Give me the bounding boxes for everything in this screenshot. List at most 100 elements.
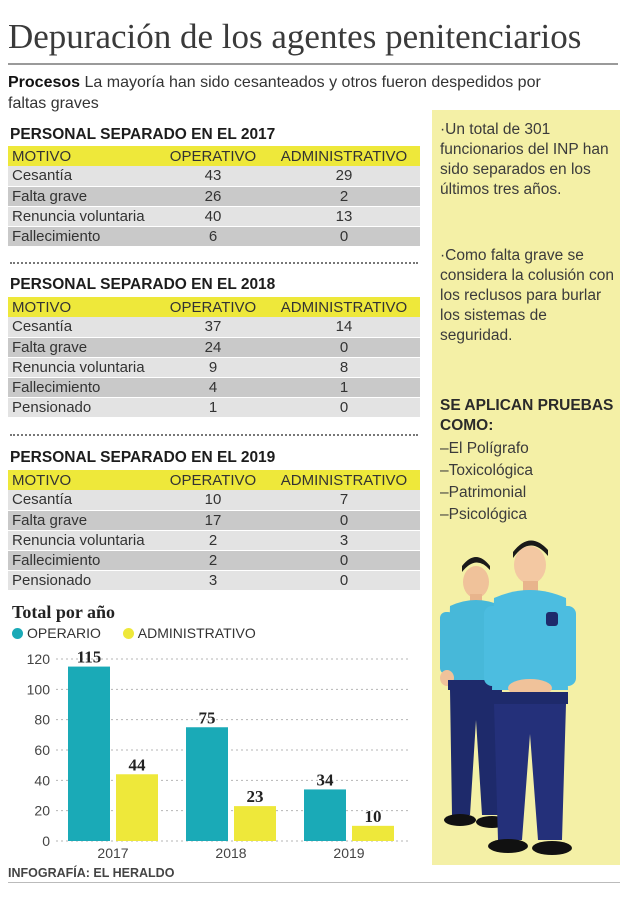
cell-motivo: Falta grave <box>8 186 158 207</box>
cell-motivo: Cesantía <box>8 317 158 338</box>
cell-administrativo: 8 <box>268 357 420 378</box>
intro-label: Procesos <box>8 74 81 91</box>
bar-administrativo <box>352 825 394 841</box>
bar-administrativo <box>116 774 158 841</box>
table-row: Falta grave 17 0 <box>8 510 420 531</box>
header-motivo: MOTIVO <box>8 297 158 317</box>
y-tick-label: 0 <box>42 833 50 849</box>
data-label: 75 <box>199 708 216 727</box>
table-2019-title: PERSONAL SEPARADO EN EL 2019 <box>10 449 276 466</box>
sidebar-list-item: –Toxicológica <box>440 462 534 479</box>
bar-operario <box>186 727 228 841</box>
cell-operativo: 17 <box>158 510 268 531</box>
sidebar-heading: SE APLICAN PRUEBAS COMO: <box>440 397 614 434</box>
data-label: 23 <box>247 787 264 806</box>
guard-front <box>484 540 576 855</box>
bar-operario <box>68 666 110 841</box>
table-row: Falta grave 26 2 <box>8 186 420 207</box>
table-row: Falta grave 24 0 <box>8 337 420 358</box>
cell-administrativo: 0 <box>268 550 420 571</box>
bar-operario <box>304 789 346 841</box>
table-row: Renuncia voluntaria 40 13 <box>8 206 420 227</box>
y-tick-label: 60 <box>34 742 50 758</box>
cell-administrativo: 13 <box>268 206 420 227</box>
section-divider <box>10 262 418 264</box>
sidebar-paragraph-1: ·Un total de 301 funcionarios del INP ha… <box>440 121 609 198</box>
header-administrativo: ADMINISTRATIVO <box>268 146 420 166</box>
cell-operativo: 2 <box>158 530 268 551</box>
table-row: Renuncia voluntaria 2 3 <box>8 530 420 551</box>
cell-administrativo: 14 <box>268 317 420 338</box>
legend-swatch-administrativo <box>122 628 134 639</box>
table-header-row: MOTIVO OPERATIVO ADMINISTRATIVO <box>8 470 420 490</box>
cell-administrativo: 7 <box>268 490 420 511</box>
cell-motivo: Renuncia voluntaria <box>8 206 158 227</box>
credit-line: INFOGRAFÍA: EL HERALDO <box>8 866 175 880</box>
cell-motivo: Fallecimiento <box>8 377 158 398</box>
cell-administrativo: 0 <box>268 337 420 358</box>
y-tick-label: 20 <box>34 803 50 819</box>
table-2017: MOTIVO OPERATIVO ADMINISTRATIVO Cesantía… <box>8 146 420 247</box>
guards-illustration <box>440 540 576 855</box>
table-2018: MOTIVO OPERATIVO ADMINISTRATIVO Cesantía… <box>8 297 420 418</box>
cell-operativo: 10 <box>158 490 268 511</box>
cell-administrativo: 0 <box>268 510 420 531</box>
cell-operativo: 40 <box>158 206 268 227</box>
sidebar-list-item: –Patrimonial <box>440 484 527 501</box>
cell-administrativo: 1 <box>268 377 420 398</box>
y-tick-label: 120 <box>27 651 51 667</box>
table-row: Cesantía 43 29 <box>8 166 420 187</box>
cell-administrativo: 0 <box>268 397 420 418</box>
table-2017-title: PERSONAL SEPARADO EN EL 2017 <box>10 126 276 143</box>
cell-motivo: Pensionado <box>8 570 158 591</box>
cell-operativo: 37 <box>158 317 268 338</box>
cell-operativo: 6 <box>158 226 268 247</box>
x-tick-label: 2018 <box>215 845 246 861</box>
data-label: 115 <box>77 648 102 667</box>
cell-motivo: Falta grave <box>8 510 158 531</box>
cell-motivo: Cesantía <box>8 490 158 511</box>
sidebar-list-item: –El Polígrafo <box>440 440 529 457</box>
cell-operativo: 1 <box>158 397 268 418</box>
intro-text: Procesos La mayoría han sido cesanteados… <box>8 72 548 114</box>
bottom-divider <box>8 882 620 883</box>
guard-back <box>440 557 508 828</box>
title-divider <box>8 63 618 65</box>
cell-motivo: Pensionado <box>8 397 158 418</box>
data-label: 34 <box>317 770 335 789</box>
chart-title: Total por año <box>12 602 116 622</box>
cell-administrativo: 2 <box>268 186 420 207</box>
table-row: Cesantía 10 7 <box>8 490 420 511</box>
header-operativo: OPERATIVO <box>158 146 268 166</box>
cell-operativo: 2 <box>158 550 268 571</box>
sidebar-list-item: –Psicológica <box>440 506 528 523</box>
cell-motivo: Renuncia voluntaria <box>8 357 158 378</box>
cell-motivo: Renuncia voluntaria <box>8 530 158 551</box>
cell-motivo: Fallecimiento <box>8 226 158 247</box>
data-label: 10 <box>365 807 382 826</box>
header-operativo: OPERATIVO <box>158 297 268 317</box>
table-row: Pensionado 3 0 <box>8 570 420 591</box>
table-row: Fallecimiento 4 1 <box>8 377 420 398</box>
table-header-row: MOTIVO OPERATIVO ADMINISTRATIVO <box>8 297 420 317</box>
section-divider <box>10 434 418 436</box>
y-tick-label: 40 <box>34 772 50 788</box>
cell-administrativo: 3 <box>268 530 420 551</box>
table-row: Fallecimiento 2 0 <box>8 550 420 571</box>
cell-administrativo: 29 <box>268 166 420 187</box>
cell-administrativo: 0 <box>268 570 420 591</box>
bar-chart: 0 20 40 60 80 100 120 115 44 2017 75 23 2018 34 10 2019 <box>27 648 410 861</box>
table-row: Renuncia voluntaria 9 8 <box>8 357 420 378</box>
header-administrativo: ADMINISTRATIVO <box>268 297 420 317</box>
table-row: Cesantía 37 14 <box>8 317 420 338</box>
cell-operativo: 3 <box>158 570 268 591</box>
header-motivo: MOTIVO <box>8 470 158 490</box>
page-title: Depuración de los agentes penitenciarios <box>8 17 582 56</box>
header-motivo: MOTIVO <box>8 146 158 166</box>
legend-swatch-operario <box>12 628 23 639</box>
intro-body: La mayoría han sido cesanteados y otros … <box>8 74 541 112</box>
legend-label-operario: OPERARIO <box>27 625 101 641</box>
cell-operativo: 26 <box>158 186 268 207</box>
bar-administrativo <box>234 806 276 841</box>
cell-administrativo: 0 <box>268 226 420 247</box>
